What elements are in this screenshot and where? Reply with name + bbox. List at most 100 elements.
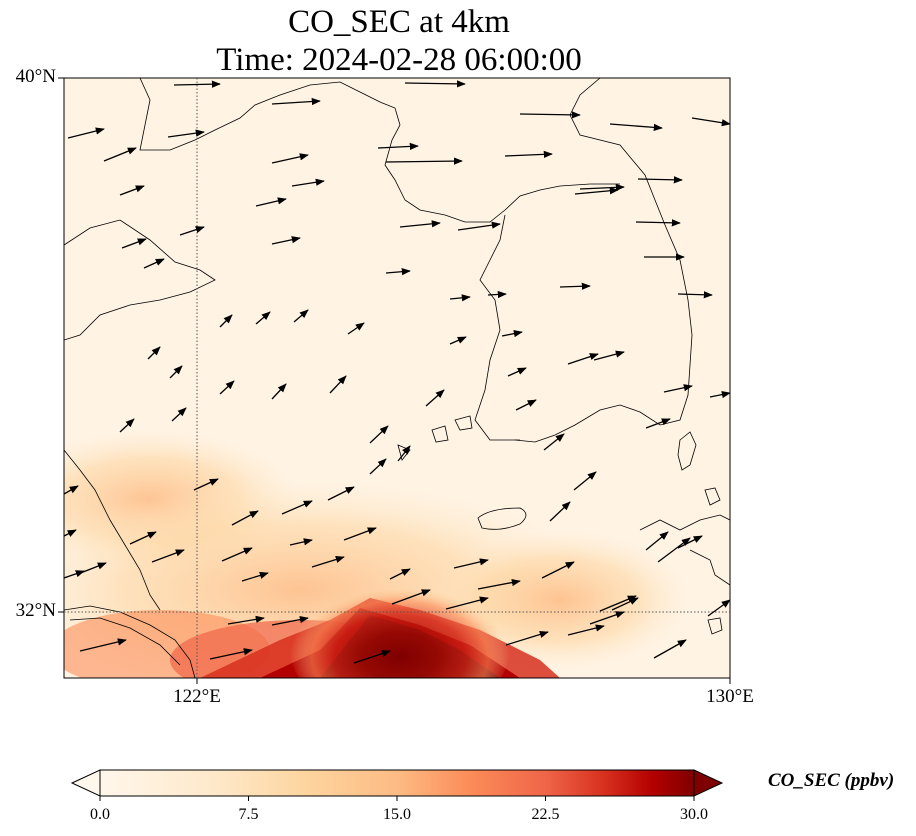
- colorbar-extend-min: [70, 769, 101, 797]
- wind-vector: [709, 391, 730, 399]
- wind-vector: [645, 418, 671, 429]
- map-title-time: Time: 2024-02-28 06:00:00: [216, 42, 582, 78]
- coastlines: [64, 78, 730, 678]
- wind-vector: [327, 486, 355, 501]
- colorbar-bar: [99, 769, 695, 797]
- wind-vector: [167, 129, 205, 138]
- wind-vector: [377, 142, 419, 151]
- wind-vector: [293, 309, 309, 323]
- wind-vector: [505, 630, 549, 646]
- wind-vector: [209, 648, 253, 660]
- wind-vector: [515, 399, 537, 411]
- wind-vector: [67, 127, 105, 139]
- wind-vector: [79, 638, 127, 652]
- colorbar-tick-7-5: 7.5: [238, 806, 259, 823]
- colorbar-label: CO_SEC (ppbv): [768, 770, 895, 791]
- wind-vector: [559, 282, 591, 290]
- wind-vector: [231, 510, 259, 526]
- wind-vector: [567, 624, 605, 636]
- wind-vector: [147, 346, 161, 360]
- wind-vector: [611, 597, 639, 611]
- wind-vector: [543, 433, 565, 451]
- wind-vector: [241, 571, 269, 582]
- wind-vector: [64, 485, 79, 495]
- wind-vector: [255, 311, 271, 325]
- wind-vector: [573, 471, 597, 491]
- wind-vector: [369, 425, 389, 444]
- wind-vector: [221, 547, 253, 562]
- wind-vector: [477, 578, 521, 590]
- wind-vector: [129, 531, 157, 545]
- wind-vector: [271, 383, 287, 400]
- wind-vector: [487, 290, 507, 299]
- wind-vector: [677, 535, 703, 549]
- map-frame: [63, 77, 731, 679]
- wind-vector: [645, 531, 669, 551]
- colorbar-tick-22-5: 22.5: [531, 806, 560, 823]
- wind-vector: [171, 407, 187, 422]
- wind-vector: [389, 568, 411, 580]
- wind-vector: [281, 500, 313, 515]
- wind-vector: [589, 611, 625, 625]
- wind-vector: [143, 258, 165, 269]
- wind-vector: [173, 80, 221, 88]
- wind-vector: [219, 314, 233, 328]
- concentration-field: [64, 78, 730, 678]
- wind-vector: [399, 220, 441, 228]
- wind-vector: [501, 330, 523, 338]
- wind-vector: [219, 380, 235, 395]
- wind-vector: [347, 322, 365, 335]
- wind-vector: [449, 336, 467, 345]
- wind-vector: [193, 478, 219, 491]
- map-title-variable: CO_SEC at 4km: [288, 4, 510, 40]
- wind-vector: [663, 384, 693, 393]
- wind-vector: [635, 219, 681, 227]
- wind-vector: [64, 570, 85, 579]
- colorbar-tick-0: 0.0: [90, 806, 110, 823]
- wind-vector: [64, 529, 77, 537]
- wind-vector: [119, 185, 145, 196]
- lat-label-32n: 32°N: [15, 600, 56, 621]
- lat-label-40n: 40°N: [15, 66, 56, 87]
- wind-vector: [119, 418, 135, 433]
- wind-vector: [343, 527, 377, 541]
- wind-vector: [507, 367, 527, 377]
- wind-vector: [353, 650, 391, 664]
- lon-label-130e: 130°E: [706, 686, 754, 707]
- wind-vector: [289, 538, 313, 546]
- colorbar: [70, 769, 724, 801]
- wind-vector: [329, 375, 347, 394]
- wind-vector: [391, 589, 431, 605]
- wind-vector: [151, 549, 185, 563]
- wind-vector: [385, 157, 463, 165]
- colorbar-extend-max: [693, 769, 724, 797]
- wind-vector: [271, 236, 301, 245]
- wind-vector: [445, 596, 489, 610]
- wind-vector: [449, 294, 471, 302]
- wind-vector: [593, 350, 625, 361]
- wind-vector: [271, 97, 321, 106]
- wind-vector: [169, 365, 183, 379]
- wind-vector: [369, 458, 387, 475]
- wind-vector: [404, 80, 466, 88]
- wind-vector: [609, 123, 663, 132]
- wind-vector: [453, 558, 489, 569]
- wind-vector: [179, 226, 205, 236]
- wind-vector: [691, 117, 730, 127]
- wind-vector: [519, 111, 581, 119]
- wind-vector: [271, 615, 309, 626]
- wind-vector: [255, 197, 287, 207]
- wind-vector: [574, 187, 619, 195]
- wind-vector: [103, 147, 137, 162]
- wind-vector: [311, 555, 345, 568]
- colorbar-tick-15: 15.0: [383, 806, 411, 823]
- wind-vectors: [64, 80, 730, 664]
- wind-vector: [549, 501, 571, 522]
- wind-vector: [425, 389, 445, 407]
- wind-vector: [291, 178, 325, 187]
- wind-vector: [397, 445, 411, 462]
- wind-vector: [677, 291, 713, 299]
- wind-vector: [271, 153, 309, 164]
- colorbar-tick-30: 30.0: [680, 806, 708, 823]
